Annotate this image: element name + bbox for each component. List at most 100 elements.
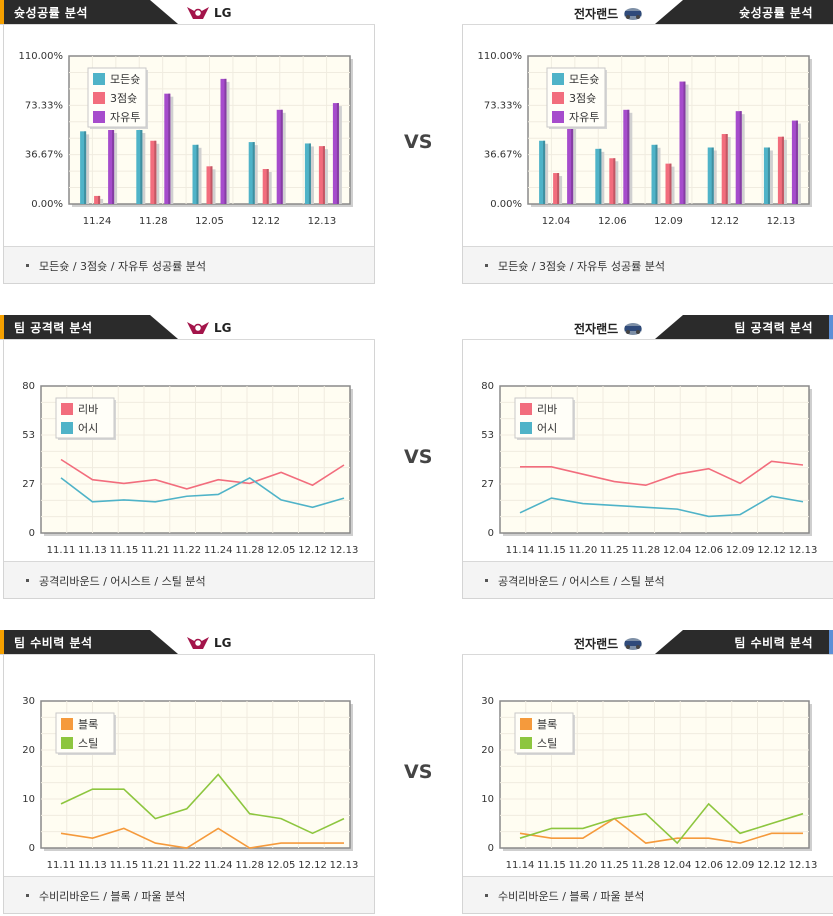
elephants-logo-icon bbox=[624, 8, 643, 20]
x-tick-label: 11.28 bbox=[235, 860, 264, 871]
team-right: 전자랜드 bbox=[574, 319, 644, 337]
x-tick-label: 12.13 bbox=[330, 860, 359, 871]
x-tick-label: 11.13 bbox=[78, 860, 107, 871]
bar-자유투 bbox=[108, 130, 115, 204]
x-tick-label: 12.05 bbox=[267, 545, 296, 556]
legend-swatch bbox=[552, 92, 564, 104]
x-tick-label: 11.11 bbox=[47, 860, 76, 871]
x-tick-label: 11.25 bbox=[600, 860, 629, 871]
bar-3점슛 bbox=[150, 140, 157, 204]
x-tick-label: 11.22 bbox=[172, 860, 201, 871]
x-tick-label: 11.24 bbox=[83, 216, 112, 227]
caption-text: 공격리바운드 / 어시스트 / 스틸 분석 bbox=[39, 575, 206, 588]
line-리바 bbox=[60, 458, 345, 490]
legend-label: 리바 bbox=[78, 403, 98, 416]
y-tick-label: 30 bbox=[22, 696, 35, 707]
chart-panel-lg-offense: 0 27 53 80 11.11 11.13 11.15 11.21 11.22 11.24 11.… bbox=[3, 340, 375, 599]
legend-label: 블록 bbox=[78, 718, 98, 731]
legend-label: 3점슛 bbox=[110, 92, 137, 105]
x-tick-label: 12.06 bbox=[598, 216, 627, 227]
x-tick-label: 12.05 bbox=[195, 216, 224, 227]
x-tick-label: 12.13 bbox=[789, 545, 818, 556]
x-tick-label: 11.14 bbox=[506, 545, 535, 556]
section-header-right: 슛성공률 분석 bbox=[655, 0, 833, 24]
x-tick-label: 11.15 bbox=[110, 860, 139, 871]
bar-3점슛 bbox=[777, 136, 784, 204]
y-tick-label: 53 bbox=[22, 430, 35, 441]
legend-swatch bbox=[93, 73, 105, 85]
team-left: LG bbox=[186, 4, 232, 22]
elephants-logo-icon bbox=[624, 323, 643, 335]
x-tick-label: 12.04 bbox=[663, 860, 692, 871]
caption-text: 모든슛 / 3점슛 / 자유투 성공률 분석 bbox=[498, 260, 665, 273]
y-tick-label: 0 bbox=[29, 843, 35, 854]
legend-swatch bbox=[520, 422, 532, 434]
y-tick-label: 0 bbox=[29, 528, 35, 539]
x-tick-label: 11.24 bbox=[204, 545, 233, 556]
legend-swatch bbox=[61, 403, 73, 415]
x-tick-label: 12.12 bbox=[251, 216, 280, 227]
team-name-lg: LG bbox=[214, 321, 232, 335]
legend-swatch bbox=[552, 73, 564, 85]
x-tick-label: 12.09 bbox=[726, 860, 755, 871]
chart-caption: 모든슛 / 3점슛 / 자유투 성공률 분석 bbox=[4, 246, 374, 283]
x-tick-label: 12.13 bbox=[330, 545, 359, 556]
x-tick-label: 12.09 bbox=[654, 216, 683, 227]
legend-swatch bbox=[61, 422, 73, 434]
bar-모든슛 bbox=[763, 147, 770, 204]
y-tick-label: 10 bbox=[22, 794, 35, 805]
section-header-right: 팀 공격력 분석 bbox=[655, 315, 833, 339]
legend-swatch bbox=[520, 403, 532, 415]
chart-panel-lg-shooting: 0.00% 36.67% 73.33% 110.00% 11.24 11.28 12.05 1… bbox=[3, 25, 375, 284]
x-tick-label: 12.04 bbox=[542, 216, 571, 227]
bar-3점슛 bbox=[206, 166, 213, 204]
legend-swatch bbox=[61, 718, 73, 730]
team-right: 전자랜드 bbox=[574, 4, 644, 22]
lg-logo-icon bbox=[187, 7, 209, 19]
bar-3점슛 bbox=[262, 169, 269, 204]
bar-3점슛 bbox=[94, 195, 101, 204]
line-리바 bbox=[520, 460, 804, 487]
x-tick-label: 12.13 bbox=[767, 216, 796, 227]
legend-swatch bbox=[520, 718, 532, 730]
caption-text: 공격리바운드 / 어시스트 / 스틸 분석 bbox=[498, 575, 665, 588]
caption-text: 수비리바운드 / 블록 / 파울 분석 bbox=[498, 890, 645, 903]
x-tick-label: 11.11 bbox=[47, 545, 76, 556]
bar-자유투 bbox=[332, 103, 339, 204]
chart-caption: 수비리바운드 / 블록 / 파울 분석 bbox=[463, 876, 833, 913]
y-tick-label: 110.00% bbox=[19, 51, 64, 62]
x-tick-label: 11.28 bbox=[235, 545, 264, 556]
x-tick-label: 11.15 bbox=[537, 545, 566, 556]
section-header-left: 팀 수비력 분석 bbox=[0, 630, 182, 654]
line-블록 bbox=[519, 817, 803, 844]
y-tick-label: 80 bbox=[22, 381, 35, 392]
bar-자유투 bbox=[679, 81, 686, 204]
section-header-right: 팀 수비력 분석 bbox=[655, 630, 833, 654]
x-tick-label: 12.04 bbox=[663, 545, 692, 556]
x-tick-label: 12.09 bbox=[726, 545, 755, 556]
section-title: 팀 수비력 분석 bbox=[734, 636, 813, 650]
x-tick-label: 11.14 bbox=[506, 860, 535, 871]
bar-자유투 bbox=[164, 93, 171, 204]
bar-자유투 bbox=[220, 78, 227, 204]
x-tick-label: 11.28 bbox=[631, 860, 660, 871]
legend-label: 어시 bbox=[537, 422, 557, 435]
y-tick-label: 10 bbox=[481, 794, 494, 805]
section-title: 팀 공격력 분석 bbox=[734, 321, 813, 335]
x-tick-label: 11.25 bbox=[600, 545, 629, 556]
legend-label: 스틸 bbox=[78, 737, 98, 750]
legend-label: 모든슛 bbox=[110, 73, 140, 86]
team-left: LG bbox=[186, 319, 232, 337]
bar-모든슛 bbox=[248, 142, 255, 204]
legend-swatch bbox=[61, 737, 73, 749]
x-tick-label: 11.21 bbox=[141, 860, 170, 871]
chart-panel-elephants-offense: 0 27 53 80 11.14 11.15 11.20 11.25 11.28 12.04 12.… bbox=[462, 340, 833, 599]
legend-label: 자유투 bbox=[569, 111, 599, 124]
y-tick-label: 36.67% bbox=[25, 150, 63, 161]
team-name-lg: LG bbox=[214, 6, 232, 20]
y-tick-label: 36.67% bbox=[484, 150, 522, 161]
bar-chart: 0.00% 36.67% 73.33% 110.00% 11.24 11.28 12.05 1… bbox=[19, 51, 353, 227]
caption-text: 모든슛 / 3점슛 / 자유투 성공률 분석 bbox=[39, 260, 206, 273]
team-right: 전자랜드 bbox=[574, 634, 644, 652]
